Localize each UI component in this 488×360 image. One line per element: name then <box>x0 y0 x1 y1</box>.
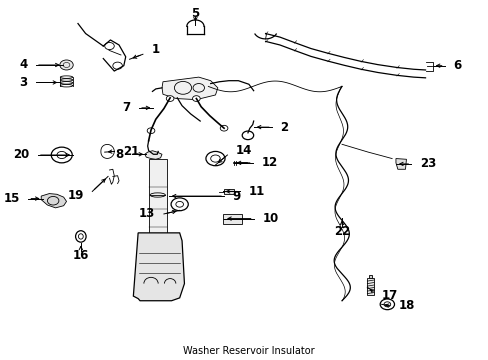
Text: 2: 2 <box>280 121 288 134</box>
Circle shape <box>220 125 227 131</box>
Text: 11: 11 <box>248 185 264 198</box>
Text: 13: 13 <box>139 207 155 220</box>
Polygon shape <box>395 158 406 169</box>
Circle shape <box>192 96 200 102</box>
Text: 23: 23 <box>419 157 435 170</box>
Text: 4: 4 <box>19 58 27 72</box>
Polygon shape <box>224 189 233 194</box>
Text: 22: 22 <box>333 225 349 238</box>
Text: 19: 19 <box>67 189 83 202</box>
Text: 9: 9 <box>232 190 241 203</box>
Polygon shape <box>366 278 373 295</box>
Polygon shape <box>368 275 371 278</box>
Text: 16: 16 <box>73 248 89 261</box>
Text: 21: 21 <box>122 145 139 158</box>
Text: 14: 14 <box>236 144 252 157</box>
Circle shape <box>166 96 174 102</box>
Circle shape <box>60 60 73 70</box>
Text: Washer Reservoir Insulator: Washer Reservoir Insulator <box>183 346 314 356</box>
Text: 20: 20 <box>13 148 29 162</box>
Text: 17: 17 <box>381 289 397 302</box>
Polygon shape <box>133 233 184 301</box>
Text: 15: 15 <box>3 192 20 205</box>
Text: 1: 1 <box>151 44 159 57</box>
Text: 18: 18 <box>398 299 414 312</box>
Polygon shape <box>41 194 66 208</box>
FancyBboxPatch shape <box>222 213 241 224</box>
Text: 6: 6 <box>452 59 461 72</box>
Text: 8: 8 <box>115 148 123 161</box>
Text: 5: 5 <box>191 7 199 20</box>
Text: 3: 3 <box>19 76 27 89</box>
Polygon shape <box>148 158 166 241</box>
Text: 10: 10 <box>262 212 278 225</box>
Polygon shape <box>144 151 162 159</box>
Polygon shape <box>162 77 218 100</box>
Text: 12: 12 <box>261 156 277 169</box>
Text: 7: 7 <box>122 102 130 114</box>
Circle shape <box>147 128 155 134</box>
